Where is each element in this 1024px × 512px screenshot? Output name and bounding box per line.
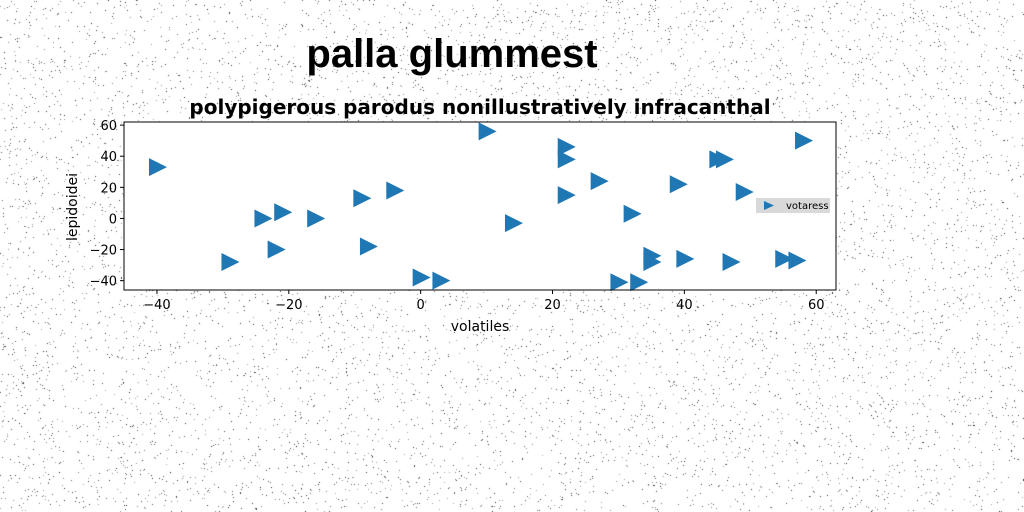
plot-area: −40 −20 0 20 40 60 −40 −20 0 20 40 60 votaress [90, 119, 837, 313]
y-axis-label: lepidoidei [65, 173, 81, 241]
x-tick-label: 60 [808, 298, 825, 313]
y-tick-label: 0 [109, 212, 117, 227]
x-axis-label: volatiles [451, 319, 510, 335]
data-point [307, 209, 326, 228]
data-point [775, 249, 794, 268]
data-point [412, 268, 431, 287]
data-point [623, 204, 642, 223]
data-point [630, 273, 649, 292]
y-tick-label: 20 [100, 181, 117, 196]
legend-box [756, 198, 830, 213]
data-point [643, 253, 662, 271]
y-tick-label: −40 [90, 275, 117, 290]
data-point [221, 253, 240, 271]
x-tick-label: −40 [143, 298, 170, 313]
legend-marker [764, 201, 774, 210]
data-point [722, 253, 741, 271]
data-point [274, 203, 293, 222]
data-point [557, 137, 576, 156]
legend-label: votaress [786, 201, 829, 212]
data-point [504, 214, 523, 233]
data-point [795, 131, 814, 150]
chart-title: polypigerous parodus nonillustratively i… [189, 95, 770, 119]
data-point [788, 251, 807, 270]
data-point [676, 249, 695, 268]
y-tick-label: 40 [100, 150, 117, 165]
x-tick-label: 40 [676, 298, 693, 313]
plot-background [124, 122, 836, 290]
data-point [267, 240, 286, 259]
data-point [254, 209, 273, 228]
data-point [353, 189, 372, 208]
data-point [610, 273, 629, 292]
x-tick-label: 20 [544, 298, 561, 313]
data-point [590, 172, 609, 191]
data-point [148, 158, 167, 177]
data-point [735, 183, 754, 201]
data-point [359, 237, 378, 256]
data-point [386, 181, 405, 200]
data-point [557, 186, 576, 205]
data-point [432, 271, 451, 290]
data-point [715, 150, 734, 169]
data-point [557, 150, 576, 169]
y-tick-label: −20 [90, 244, 117, 259]
data-point [478, 122, 497, 141]
x-tick-label: 0 [417, 298, 425, 313]
plot-frame [123, 121, 837, 291]
x-tick-label: −20 [275, 298, 302, 313]
figure-suptitle: palla glummest [306, 32, 597, 76]
data-point [669, 175, 688, 194]
y-tick-label: 60 [100, 119, 117, 134]
